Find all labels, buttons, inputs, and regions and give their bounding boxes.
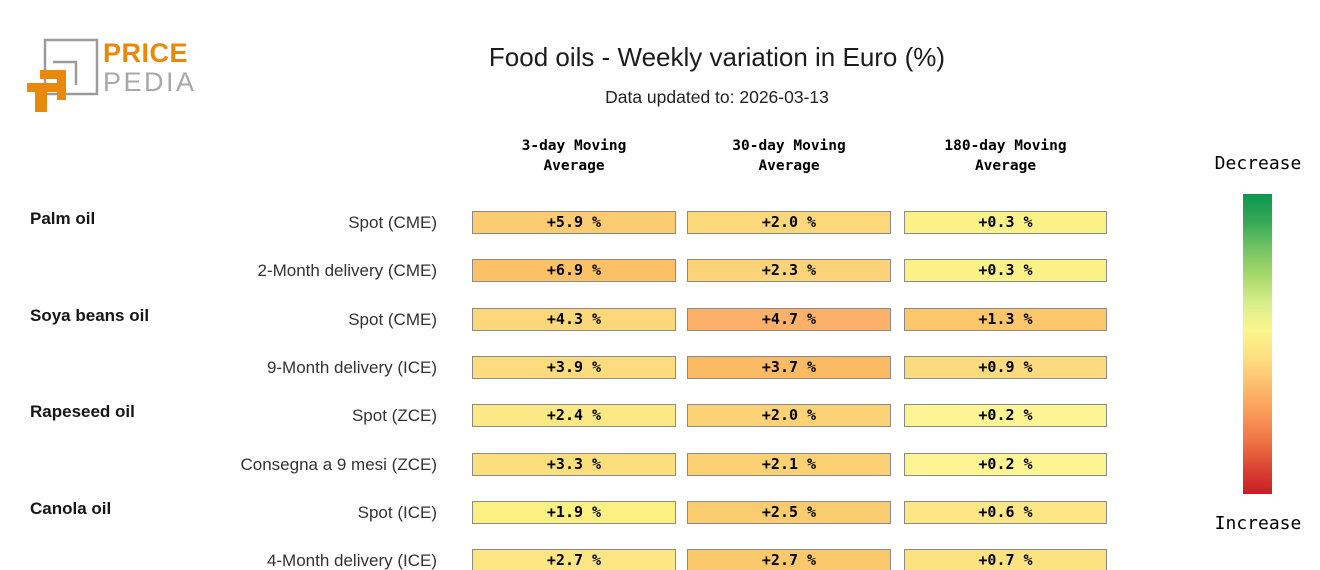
row-label: Spot (ZCE) [351, 406, 437, 425]
row-label: Consegna a 9 mesi (ZCE) [240, 455, 437, 474]
heatmap-cell: +0.2 % [904, 404, 1107, 427]
logo-word-price: PRICE [103, 38, 189, 68]
heatmap-cell: +2.3 % [687, 259, 891, 282]
column-header-0: 3-day Moving Average [521, 138, 627, 174]
row-label: 4-Month delivery (ICE) [266, 551, 437, 570]
heatmap-cell: +4.3 % [472, 308, 676, 331]
legend-decrease-label: Decrease [1214, 153, 1302, 174]
heatmap-cell: +0.3 % [904, 211, 1107, 234]
heatmap-cell: +3.3 % [472, 453, 676, 476]
heatmap-cell: +2.5 % [687, 501, 891, 524]
row-label: Spot (CME) [348, 310, 437, 329]
column-header-1: 30-day Moving Average [732, 138, 846, 174]
chart-subtitle: Data updated to: 2026-03-13 [605, 87, 829, 107]
pricepedia-logo-icon [25, 36, 103, 121]
heatmap-cell: +0.9 % [904, 356, 1107, 379]
heatmap-cell: +3.7 % [687, 356, 891, 379]
row-label: Spot (ICE) [357, 503, 437, 522]
heatmap-cell: +0.6 % [904, 501, 1107, 524]
heatmap-cell: +4.7 % [687, 308, 891, 331]
logo-outer-square [43, 38, 99, 96]
heatmap-cell: +2.0 % [687, 211, 891, 234]
heatmap-cell: +2.7 % [687, 549, 891, 570]
legend-increase-label: Increase [1214, 513, 1302, 534]
group-label: Canola oil [30, 499, 112, 518]
heatmap-cell: +1.9 % [472, 501, 676, 524]
row-label: 2-Month delivery (CME) [257, 261, 438, 280]
heatmap-cell: +0.3 % [904, 259, 1107, 282]
chart-header: Food oils - Weekly variation in Euro (%)… [117, 42, 1317, 108]
heatmap-cell: +2.0 % [687, 404, 891, 427]
heatmap-cell: +2.1 % [687, 453, 891, 476]
legend-colorbar [1243, 194, 1272, 494]
heatmap-cell: +0.2 % [904, 453, 1107, 476]
group-label: Soya beans oil [30, 306, 150, 325]
column-header-2: 180-day Moving Average [944, 138, 1067, 174]
row-label: Spot (CME) [348, 213, 437, 232]
row-label: 9-Month delivery (ICE) [266, 358, 437, 377]
heatmap-cell: +2.4 % [472, 404, 676, 427]
heatmap-cell: +0.7 % [904, 549, 1107, 570]
chart-title: Food oils - Weekly variation in Euro (%) [488, 42, 946, 72]
group-label: Palm oil [30, 209, 96, 228]
group-label: Rapeseed oil [30, 402, 135, 421]
logo-mid-corner [53, 60, 78, 85]
heatmap-cell: +3.9 % [472, 356, 676, 379]
logo-word-pedia: PEDIA [103, 67, 197, 97]
logo-arrow-upper [40, 70, 66, 100]
pricepedia-logo-text: PRICE PEDIA [103, 40, 197, 96]
logo-arrow-lower [27, 83, 59, 112]
heatmap-cell: +5.9 % [472, 211, 676, 234]
heatmap-cell: +1.3 % [904, 308, 1107, 331]
heatmap-cell: +2.7 % [472, 549, 676, 570]
heatmap-cell: +6.9 % [472, 259, 676, 282]
